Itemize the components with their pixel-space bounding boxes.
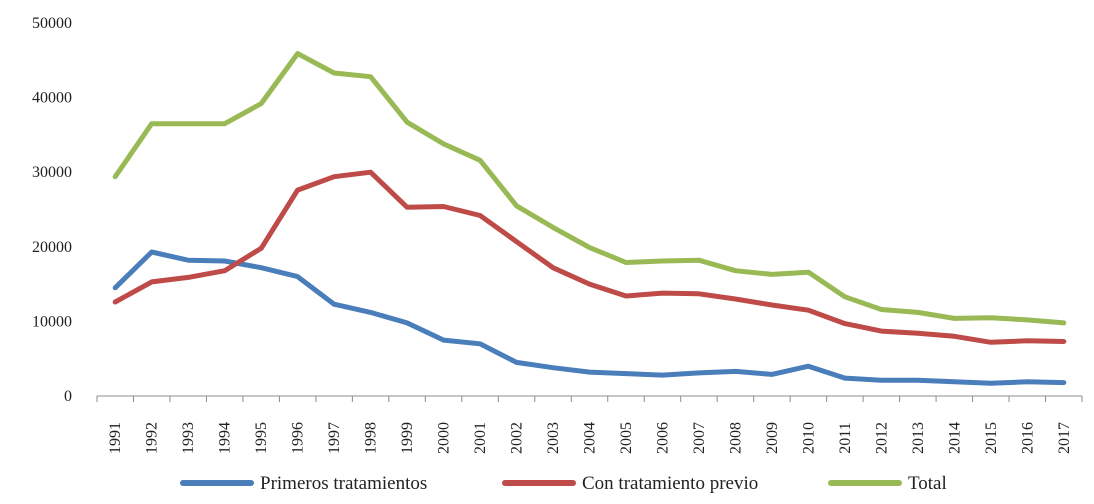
x-tick-label: 1993 bbox=[180, 422, 197, 454]
x-tick-label: 1997 bbox=[326, 422, 343, 454]
x-tick-label: 2015 bbox=[983, 422, 1000, 454]
x-tick-label: 1995 bbox=[253, 422, 270, 454]
x-tick-label: 2013 bbox=[910, 422, 927, 454]
x-tick-label: 2012 bbox=[873, 422, 890, 454]
y-tick-label: 0 bbox=[64, 388, 72, 405]
y-tick-label: 30000 bbox=[32, 164, 72, 181]
legend-label: Con tratamiento previo bbox=[582, 473, 758, 494]
x-axis: 1991 1992 1993 1994 1995 1996 1997 1998 1999 2000… bbox=[96, 395, 1083, 454]
x-tick-label: 1996 bbox=[290, 422, 307, 454]
x-tick-label: 2017 bbox=[1056, 422, 1073, 454]
x-tick-label: 2010 bbox=[800, 422, 817, 454]
x-tick-label: 2009 bbox=[764, 422, 781, 454]
legend-label: Primeros tratamientos bbox=[260, 473, 427, 494]
x-tick-label: 2014 bbox=[946, 422, 963, 454]
x-tick-label: 2000 bbox=[436, 422, 453, 454]
x-tick-label: 1999 bbox=[399, 422, 416, 454]
x-tick-label: 2007 bbox=[691, 422, 708, 454]
x-tick-label: 2006 bbox=[654, 422, 671, 454]
series-line-con-tratamiento-previo bbox=[112, 169, 1067, 345]
x-tick-label: 2016 bbox=[1019, 422, 1036, 454]
series-line-total bbox=[112, 51, 1067, 326]
x-tick-label: 2004 bbox=[582, 422, 599, 454]
x-tick-label: 2005 bbox=[618, 422, 635, 454]
y-tick-label: 20000 bbox=[32, 239, 72, 256]
x-tick-label: 1992 bbox=[144, 422, 161, 454]
y-tick-label: 10000 bbox=[32, 313, 72, 330]
y-axis: 0 10000 20000 30000 40000 50000 bbox=[32, 15, 72, 405]
legend-label: Total bbox=[908, 473, 947, 494]
x-tick-label: 2003 bbox=[545, 422, 562, 454]
series-line-primeros-tratamientos bbox=[112, 249, 1067, 386]
x-tick-label: 2011 bbox=[837, 422, 854, 453]
series-lines bbox=[112, 51, 1067, 386]
x-tick-label: 2008 bbox=[727, 422, 744, 454]
x-tick-label: 1991 bbox=[107, 422, 124, 454]
y-tick-label: 50000 bbox=[32, 15, 72, 32]
x-tick-label: 1994 bbox=[217, 422, 234, 454]
legend: Primeros tratamientos Con tratamiento pre… bbox=[180, 473, 947, 494]
y-tick-label: 40000 bbox=[32, 90, 72, 107]
x-tick-label: 1998 bbox=[363, 422, 380, 454]
x-tick-label: 2001 bbox=[472, 422, 489, 454]
x-tick-label: 2002 bbox=[509, 422, 526, 454]
